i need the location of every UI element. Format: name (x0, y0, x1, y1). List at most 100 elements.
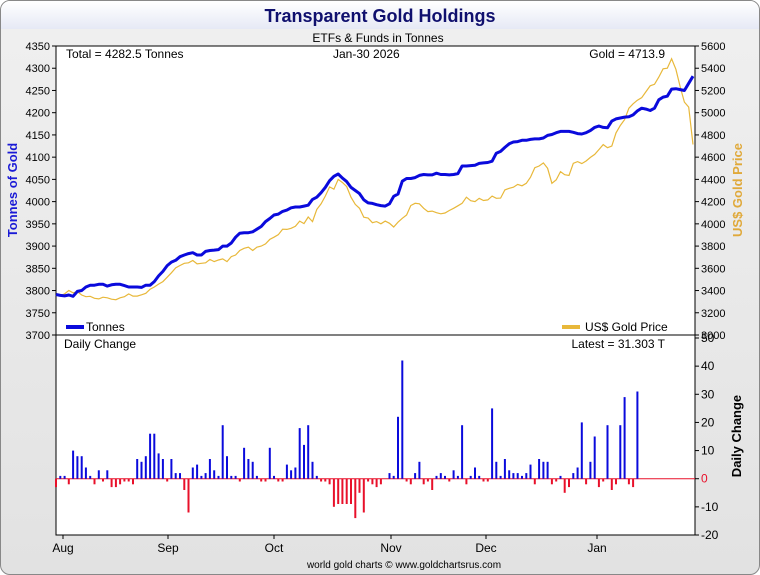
daily-change-bar (615, 478, 617, 485)
daily-change-bar (290, 470, 293, 479)
daily-change-bar (486, 478, 489, 482)
daily-change-bar (204, 473, 207, 479)
daily-change-bar (307, 425, 310, 479)
daily-change-bar (405, 478, 408, 482)
x-tick-label: Jan (587, 541, 606, 555)
daily-change-bar (619, 425, 622, 479)
daily-change-bar (311, 461, 314, 479)
y2-tick-label: 4400 (701, 174, 725, 186)
y-tick-label: 3800 (26, 286, 50, 298)
daily-change-bar (546, 461, 549, 479)
daily-change-bar (281, 478, 284, 482)
daily-change-bar (550, 478, 553, 485)
y-tick-label: 4000 (26, 197, 50, 209)
daily-change-bar (512, 473, 515, 479)
daily-change-bar (508, 470, 511, 479)
daily-change-bar (435, 475, 438, 479)
total-label: Total = 4282.5 Tonnes (66, 47, 184, 61)
daily-change-bar (580, 422, 583, 479)
x-tick-label: Oct (265, 541, 284, 555)
gold-price-line (55, 57, 694, 301)
daily-change-bar (285, 464, 288, 479)
daily-change-bar (320, 478, 323, 482)
daily-change-bar (358, 478, 361, 493)
chart-title: Transparent Gold Holdings (264, 6, 496, 26)
x-tick-label: Nov (380, 541, 401, 555)
daily-change-bar (226, 456, 228, 479)
daily-change-bar (264, 478, 267, 482)
daily-change-bar (63, 475, 66, 479)
daily-change-bar (67, 478, 70, 485)
daily-change-bar (80, 456, 83, 479)
daily-change-bar (114, 478, 117, 488)
y-tick-label: 4050 (26, 174, 50, 186)
daily-change-bar (93, 478, 96, 485)
daily-change-bar (123, 478, 126, 482)
daily-change-bar (179, 473, 181, 479)
daily-change-bar (345, 478, 348, 504)
daily-change-bar (559, 475, 562, 479)
daily-change-bar (431, 478, 434, 490)
y-tick-label: 4150 (26, 130, 50, 142)
daily-change-bar (627, 478, 630, 485)
legend-gold-price-label: US$ Gold Price (585, 320, 668, 334)
daily-change-bar (208, 459, 211, 479)
daily-change-bar (332, 478, 335, 507)
daily-change-bar (426, 478, 429, 482)
daily-change-bar (516, 473, 519, 479)
daily-y-tick-label: 20 (701, 415, 715, 429)
daily-change-bar (238, 478, 241, 482)
daily-change-bar (465, 478, 468, 485)
daily-y-tick-label: -20 (701, 528, 719, 542)
top-plot-area (55, 45, 696, 336)
y-tick-label: 3700 (26, 330, 50, 342)
bottom-plot-area (55, 334, 696, 536)
daily-change-bar (277, 478, 280, 482)
daily-change-bar (533, 478, 536, 485)
daily-change-bar (230, 475, 233, 479)
daily-change-bar (196, 464, 199, 479)
daily-change-bar (563, 478, 566, 493)
daily-change-bar (255, 475, 258, 479)
daily-change-bar (529, 464, 532, 479)
daily-change-bar (97, 470, 100, 479)
y2-tick-label: 4200 (701, 197, 725, 209)
y2-tick-label: 3800 (701, 241, 725, 253)
daily-change-bar (149, 433, 152, 479)
daily-change-bar (448, 478, 451, 482)
daily-change-bar (59, 475, 62, 479)
latest-label: Latest = 31.303 T (571, 337, 665, 351)
daily-change-bar (469, 475, 472, 479)
daily-change-bar (136, 459, 139, 479)
daily-change-bar (375, 478, 378, 488)
y2-tick-label: 4800 (701, 130, 725, 142)
daily-change-bar (521, 475, 523, 479)
y-tick-label: 4250 (26, 85, 50, 97)
y2-axis-label: US$ Gold Price (730, 143, 745, 237)
y-tick-label: 4200 (26, 108, 50, 120)
daily-change-bar (379, 478, 382, 485)
daily-change-bar (260, 478, 263, 482)
x-tick-label: Sep (157, 541, 179, 555)
daily-change-bar (298, 428, 301, 479)
daily-change-bar (568, 478, 570, 488)
y2-tick-label: 5000 (701, 108, 725, 120)
daily-change-bar (273, 475, 275, 479)
daily-change-bar (127, 478, 130, 482)
daily-change-bar (341, 478, 344, 504)
title-bar: Transparent Gold Holdings (1, 1, 759, 29)
daily-change-bar (76, 456, 79, 479)
daily-change-bar (170, 459, 173, 479)
daily-change-bar (589, 461, 592, 479)
daily-change-bar (303, 444, 305, 479)
daily-change-bar (632, 478, 635, 488)
daily-change-bar (439, 473, 442, 479)
daily-change-bar (166, 478, 169, 482)
daily-change-bar (585, 478, 588, 485)
y-tick-label: 3900 (26, 241, 50, 253)
daily-change-bar (140, 461, 143, 479)
gold-price-label: Gold = 4713.9 (589, 47, 665, 61)
y2-tick-label: 5400 (701, 63, 725, 75)
y-tick-label: 3850 (26, 263, 50, 275)
